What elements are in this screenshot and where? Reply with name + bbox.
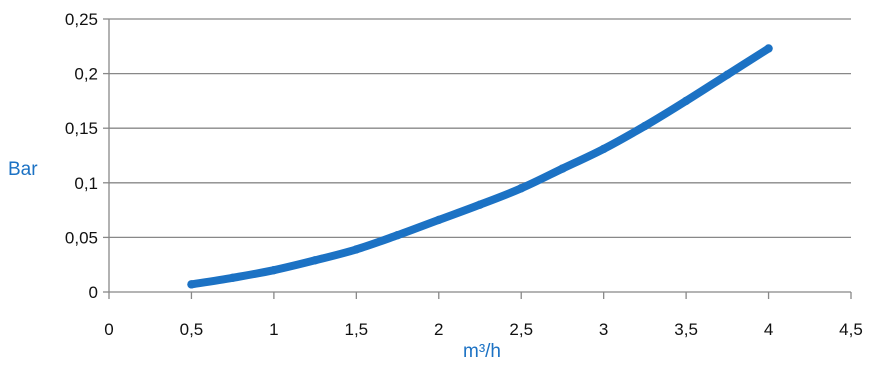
- y-tick-label: 0,2: [74, 65, 98, 84]
- data-point: [599, 144, 608, 154]
- data-point: [723, 70, 732, 79]
- data-point: [764, 44, 773, 53]
- data-point: [517, 184, 526, 193]
- x-tick-label: 3,5: [674, 320, 698, 339]
- x-tick-label: 2,5: [509, 320, 533, 339]
- data-point: [310, 256, 320, 265]
- x-tick-label: 0,5: [180, 320, 204, 339]
- x-tick-labels: 0 0,5 1 1,5 2 2,5 3 3,5 4 4,5: [104, 320, 863, 339]
- y-tick-label: 0,15: [65, 119, 98, 138]
- y-axis-title: Bar: [8, 159, 38, 180]
- data-point: [434, 215, 443, 225]
- x-tick-label: 1: [269, 320, 278, 339]
- x-tick-label: 0: [104, 320, 113, 339]
- y-tick-label: 0,25: [65, 10, 98, 29]
- series: [187, 44, 773, 289]
- data-point: [187, 280, 196, 289]
- y-tick-label: 0,05: [65, 228, 98, 247]
- data-point: [228, 273, 237, 283]
- data-point: [475, 200, 485, 209]
- data-point: [681, 96, 691, 106]
- x-tick-label: 4,5: [839, 320, 863, 339]
- y-tick-labels: 0 0,05 0,1 0,15 0,2 0,25: [65, 10, 98, 302]
- series-line: [187, 44, 773, 289]
- y-tick-label: 0: [89, 283, 98, 302]
- data-point: [393, 231, 402, 240]
- x-axis-title: m³/h: [463, 341, 501, 362]
- y-tick-label: 0,1: [74, 174, 98, 193]
- x-tick-label: 2: [434, 320, 443, 339]
- x-tick-label: 1,5: [345, 320, 369, 339]
- x-tick-label: 3: [599, 320, 608, 339]
- data-point: [640, 121, 650, 131]
- data-point: [269, 265, 279, 275]
- x-tick-label: 4: [764, 320, 773, 339]
- data-point: [558, 164, 567, 173]
- data-point: [352, 245, 361, 254]
- axes: [103, 18, 852, 299]
